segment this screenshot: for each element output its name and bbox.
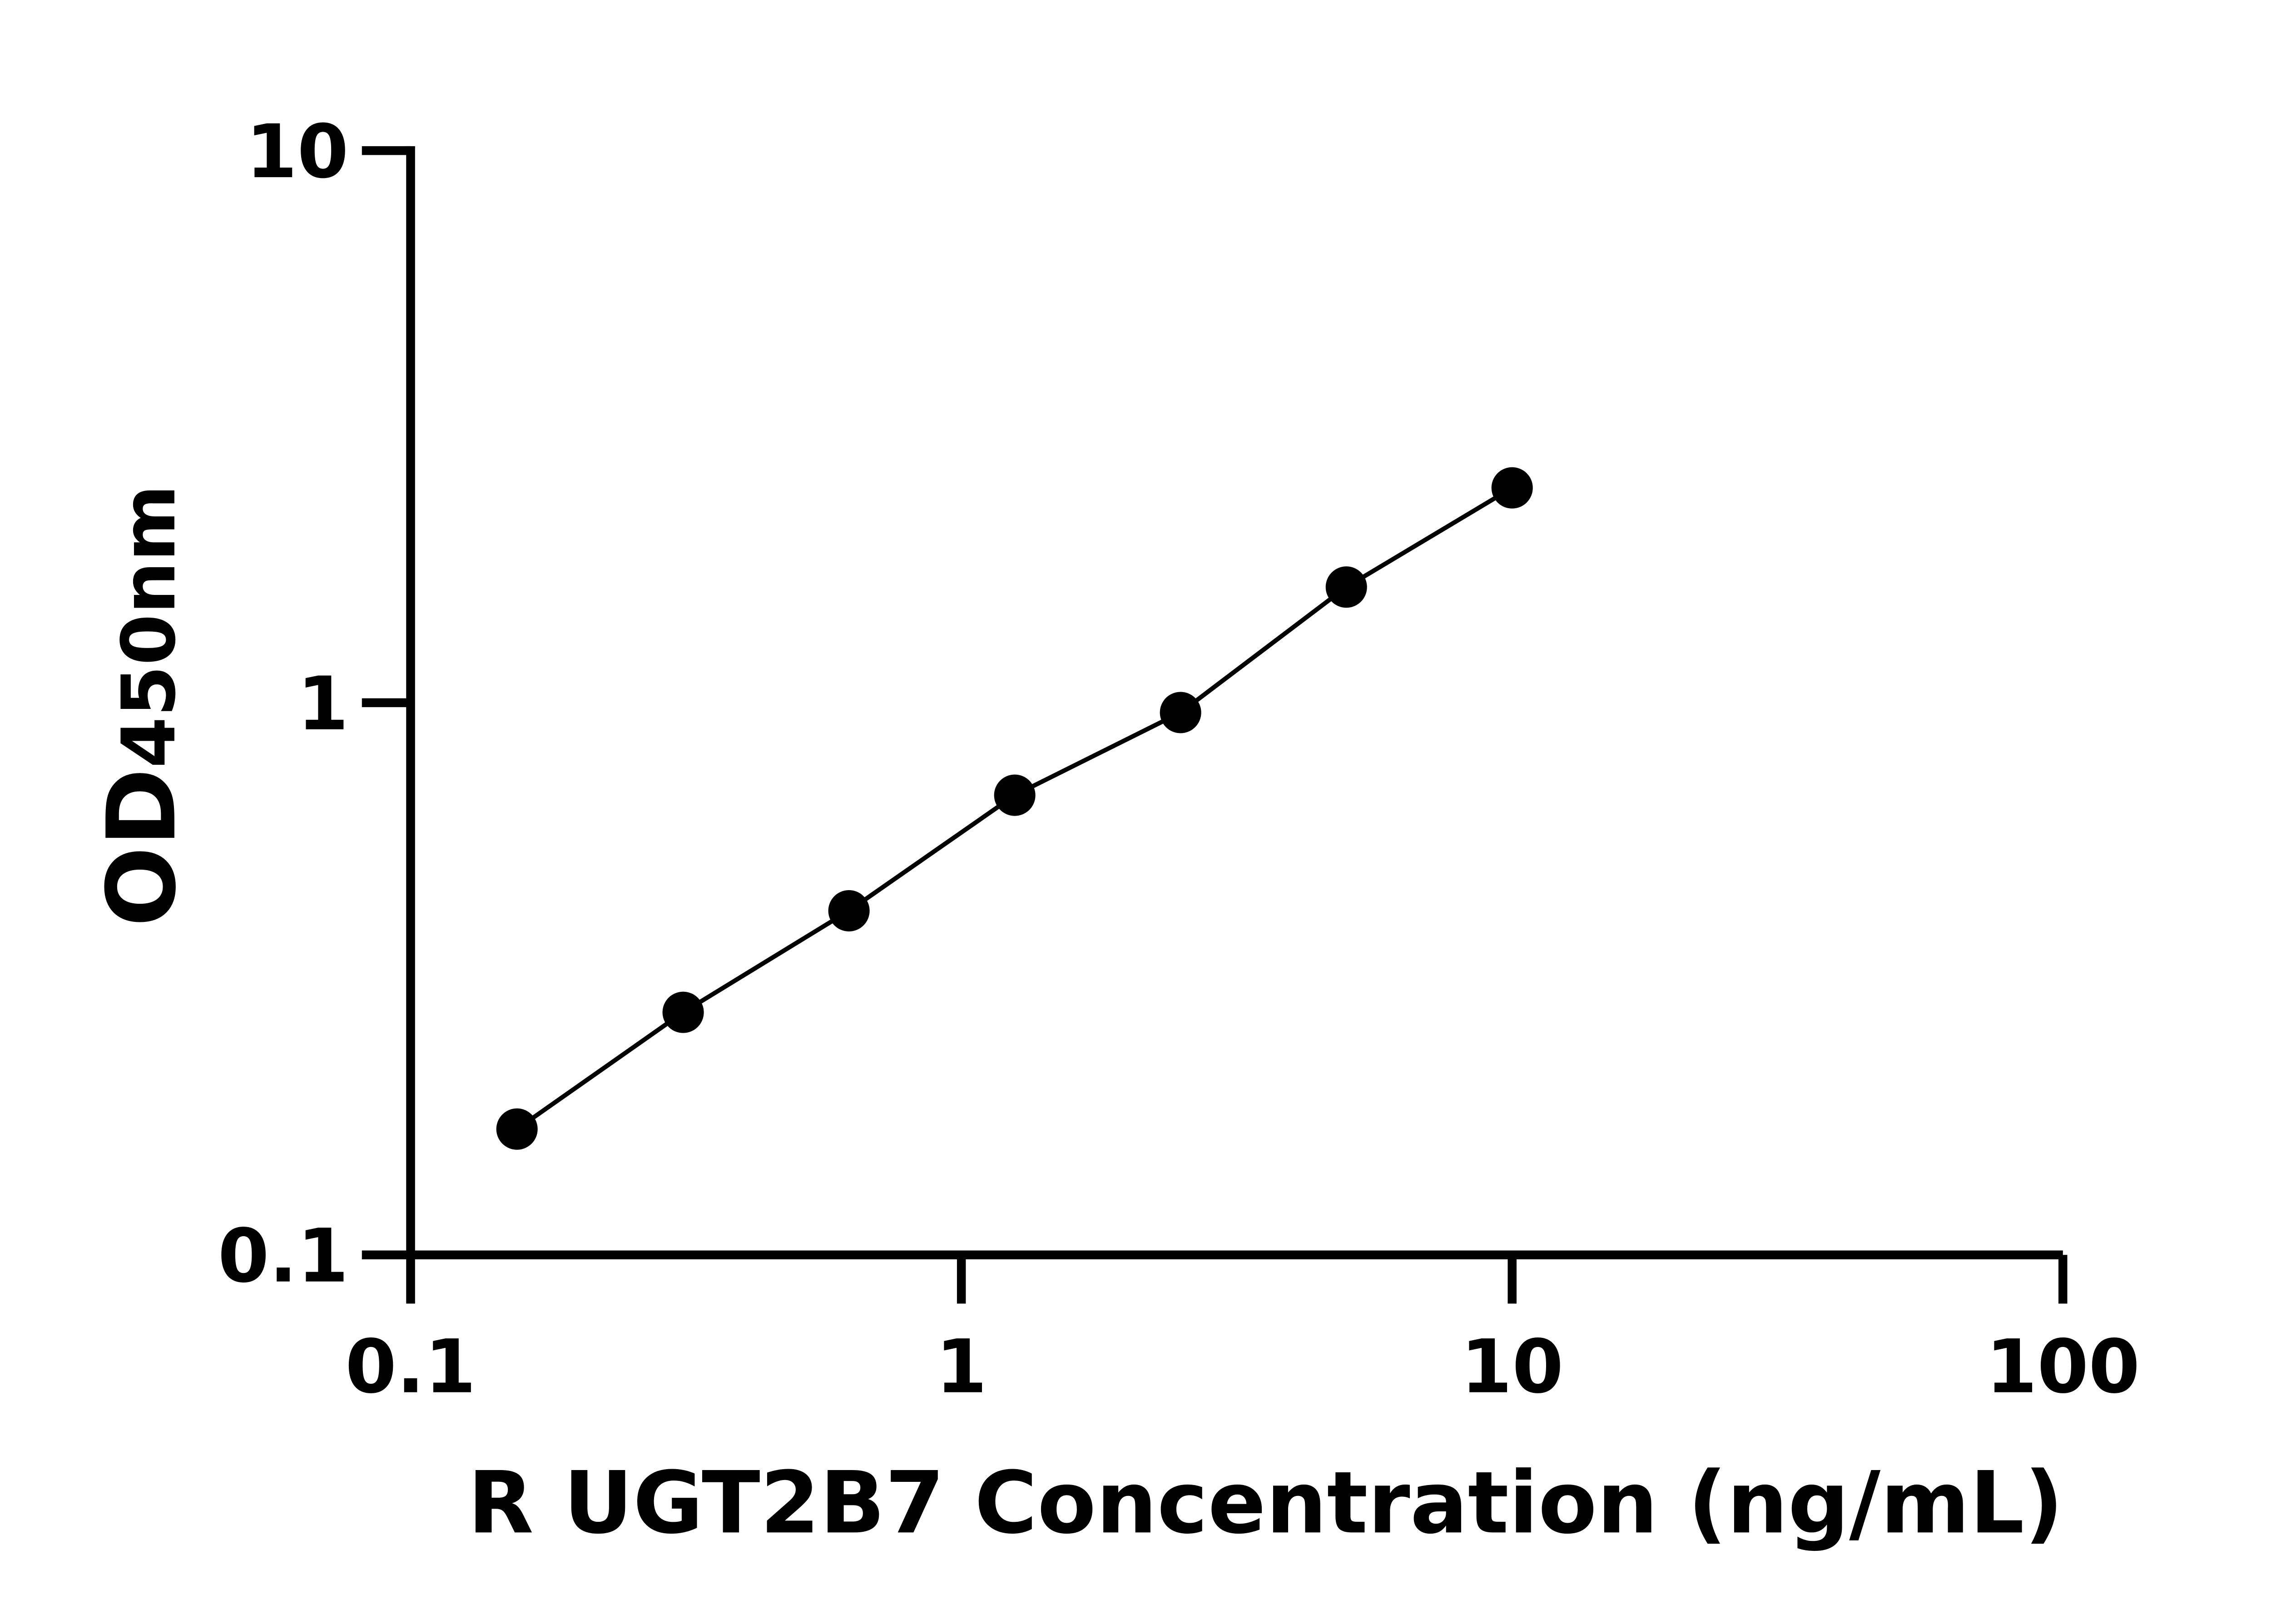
x-tick-label: 100	[1986, 1324, 2140, 1410]
x-tick-label: 10	[1461, 1324, 1563, 1410]
data-point	[496, 1108, 538, 1150]
x-tick-label: 0.1	[345, 1324, 476, 1410]
y-axis-label-sub: 450nm	[106, 485, 192, 768]
data-point	[662, 991, 704, 1033]
x-tick-label: 1	[936, 1324, 987, 1410]
data-point	[1325, 566, 1367, 608]
y-axis-label: OD450nm	[87, 485, 197, 927]
data-point	[1491, 467, 1533, 509]
y-tick-label: 0.1	[218, 1213, 349, 1299]
y-tick-label: 10	[246, 109, 348, 195]
x-axis-label: R UGT2B7 Concentration (ng/mL)	[468, 1453, 2063, 1553]
marks	[496, 467, 1533, 1150]
data-point	[1160, 692, 1201, 733]
axes: 0.1 1 10 100 0.1 1 10	[218, 109, 2140, 1410]
data-point	[994, 774, 1036, 816]
data-point	[828, 890, 870, 932]
y-tick-label: 1	[297, 661, 348, 747]
y-axis-label-main: OD	[87, 768, 197, 927]
